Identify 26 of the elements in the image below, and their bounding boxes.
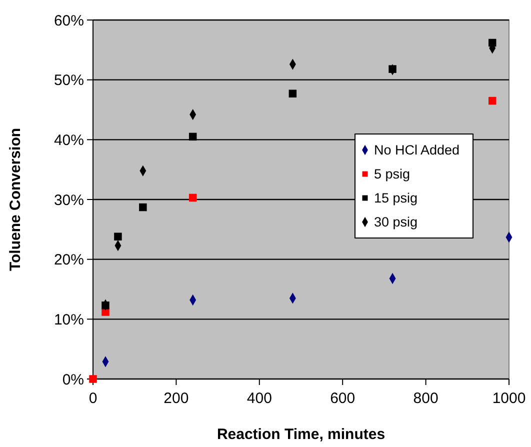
point [188, 132, 197, 141]
point [188, 194, 197, 202]
point [139, 203, 147, 212]
point [288, 90, 297, 98]
x-tick-label: 800 [413, 390, 438, 407]
x-axis-title: Reaction Time, minutes [216, 426, 386, 443]
x-tick-label: 200 [164, 390, 189, 407]
x-tick-label: 1000 [492, 390, 526, 407]
legend-label: 30 psig [374, 214, 418, 230]
y-tick-label: 10% [54, 311, 84, 328]
y-tick-label: 0% [62, 371, 84, 388]
y-tick-label: 60% [54, 12, 84, 30]
y-tick-label: 40% [54, 132, 84, 149]
x-tick-label: 0 [88, 390, 98, 407]
x-tick-label: 400 [246, 390, 272, 407]
y-tick-label: 30% [54, 192, 84, 209]
legend-label: No HCl Added [374, 142, 460, 158]
legend-label: 15 psig [374, 190, 418, 206]
point [89, 375, 97, 383]
x-tick-label: 600 [330, 390, 356, 407]
y-tick-label: 20% [54, 252, 84, 269]
y-tick-label: 50% [54, 72, 84, 90]
y-axis-title: Toluene Conversion [7, 128, 24, 272]
point [488, 96, 496, 105]
legend-label: 5 psig [374, 166, 410, 182]
point [114, 232, 122, 240]
